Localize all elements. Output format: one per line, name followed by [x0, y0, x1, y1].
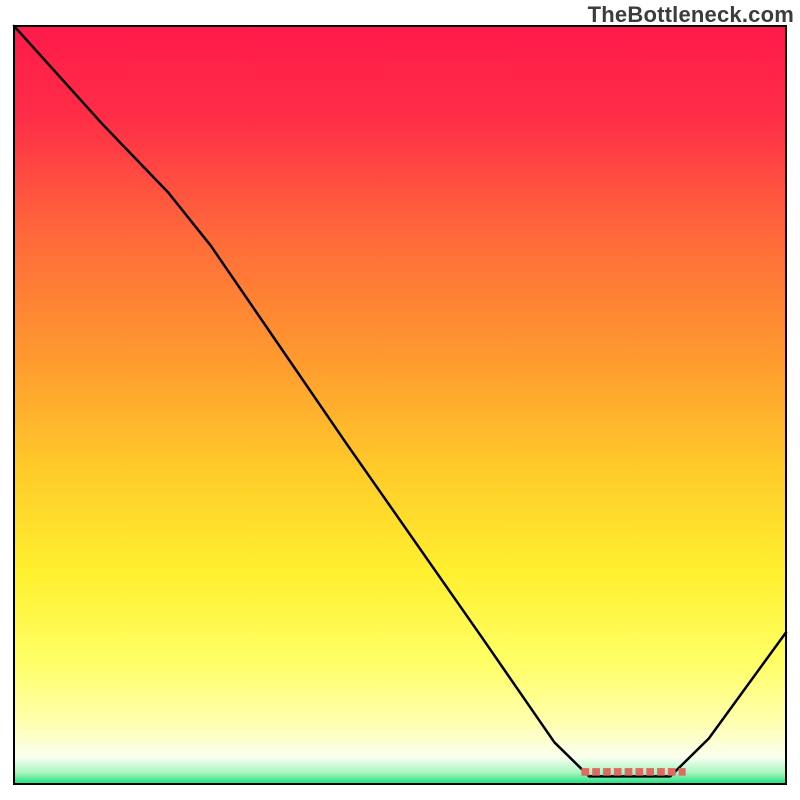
marker-dash — [679, 768, 686, 776]
bottleneck-chart: TheBottleneck.com — [0, 0, 800, 800]
marker-dash — [581, 768, 589, 776]
plot-background — [14, 26, 786, 784]
marker-dash — [614, 768, 622, 776]
marker-dash — [592, 768, 600, 776]
marker-dash — [646, 768, 654, 776]
marker-dash — [625, 768, 633, 776]
plot-area — [14, 26, 786, 784]
watermark-text: TheBottleneck.com — [588, 2, 794, 28]
marker-dash — [603, 768, 611, 776]
marker-dash — [657, 768, 665, 776]
marker-dash — [668, 768, 676, 776]
chart-svg — [0, 0, 800, 800]
marker-dash — [635, 768, 643, 776]
